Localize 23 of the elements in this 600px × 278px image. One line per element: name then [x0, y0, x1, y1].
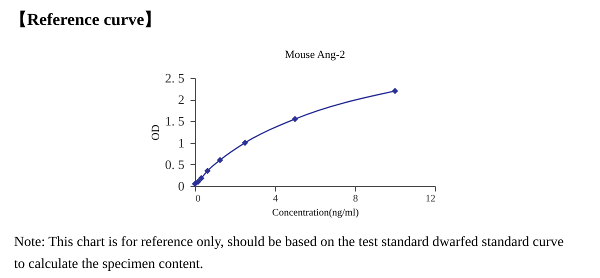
point [292, 116, 298, 122]
y-tick-label: 2. 5 [165, 70, 184, 86]
x-tick-label: 4 [273, 194, 278, 204]
point [194, 178, 202, 185]
text: Note: This chart is for reference only, should be based on the test standard dwarfed standard curve [14, 235, 564, 250]
y-tick-label: 2 [178, 92, 184, 108]
point [242, 140, 248, 146]
point [198, 175, 204, 182]
chart-subtitle: Mouse Ang-2 [284, 49, 346, 61]
y-tick-label: 0. 5 [165, 156, 184, 172]
y-tick-label: 1. 5 [165, 114, 184, 129]
text: to calculate the specimen content. [14, 257, 204, 272]
x-tick-label: 12 [426, 194, 436, 204]
point [392, 88, 398, 94]
point [204, 168, 211, 174]
x-axis-title: Concentration(ng/ml) [272, 208, 359, 218]
y-tick-label: 0 [178, 178, 184, 194]
x-tick-label: 8 [353, 194, 358, 204]
y-axis-title: OD [150, 124, 162, 140]
x-tick-label: 0 [196, 194, 200, 204]
chart-title: 【Reference curve】 [10, 10, 162, 29]
point [216, 156, 224, 164]
y-tick-label: 1 [178, 135, 184, 150]
